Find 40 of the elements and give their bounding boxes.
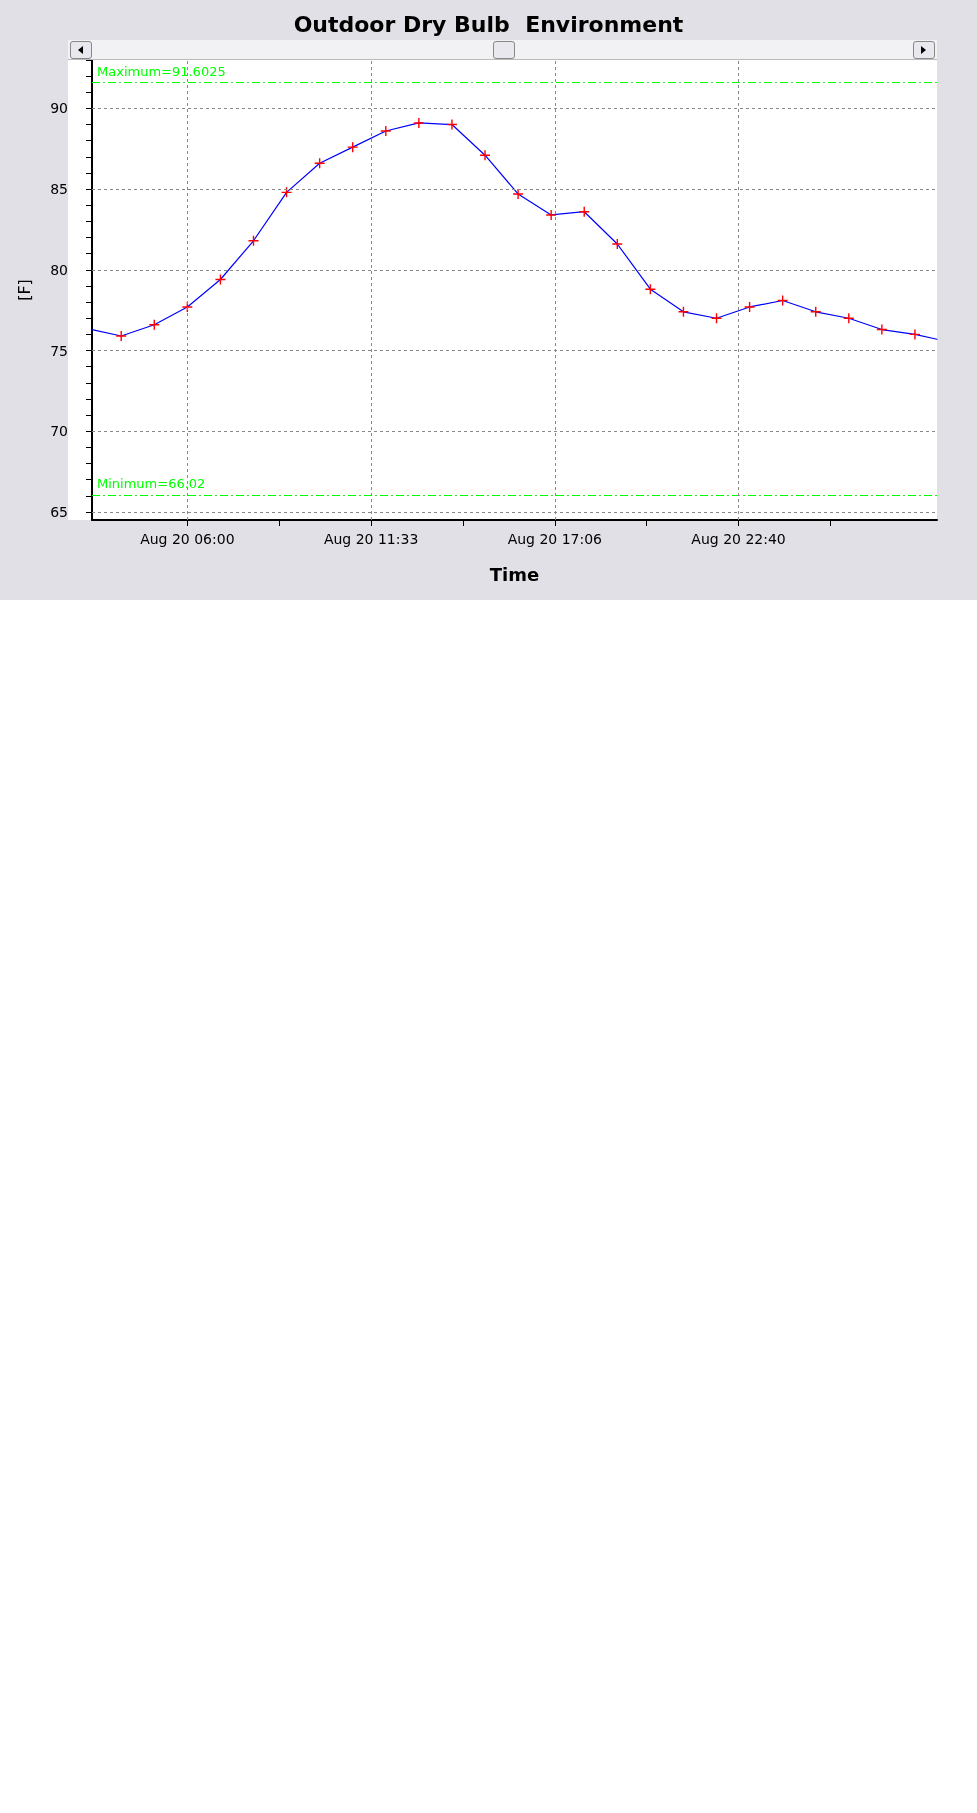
y-axis-title: [F] <box>14 279 34 301</box>
point <box>280 186 293 199</box>
point <box>413 117 425 129</box>
point <box>710 312 723 324</box>
x-axis-title: Time <box>489 563 540 585</box>
point <box>115 330 127 342</box>
chart-title: Outdoor Dry Bulb Environment <box>293 11 684 37</box>
y-tick-label: 75 <box>50 342 68 359</box>
point <box>578 206 590 218</box>
y-tick-label: 65 <box>50 503 68 520</box>
point <box>214 273 227 286</box>
point <box>644 283 657 295</box>
y-tick-label: 80 <box>50 261 68 278</box>
point <box>512 188 524 200</box>
point <box>611 238 623 250</box>
x-tick-label: Aug 20 11:33 <box>323 531 419 547</box>
ref-line-label: Minimum=66.02 <box>97 476 206 492</box>
point <box>148 319 160 331</box>
point <box>313 157 326 169</box>
point <box>843 312 855 324</box>
y-tick-label: 85 <box>50 181 68 198</box>
point <box>347 141 359 153</box>
point <box>743 301 756 313</box>
point <box>479 149 491 161</box>
point <box>247 235 260 247</box>
point <box>380 125 392 137</box>
x-tick-label: Aug 20 17:06 <box>507 531 603 547</box>
point <box>181 301 194 313</box>
x-tick-label: Aug 20 06:00 <box>140 531 235 547</box>
point <box>776 294 789 307</box>
y-tick-label: 70 <box>50 423 68 440</box>
x-tick-label: Aug 20 22:40 <box>691 531 786 547</box>
point <box>446 118 458 131</box>
ref-line-label: Maximum=91.6025 <box>97 63 226 79</box>
point <box>677 306 690 318</box>
point <box>810 306 822 318</box>
point <box>545 209 557 221</box>
point <box>909 328 921 341</box>
y-tick-label: 90 <box>50 100 68 117</box>
point <box>876 323 888 336</box>
